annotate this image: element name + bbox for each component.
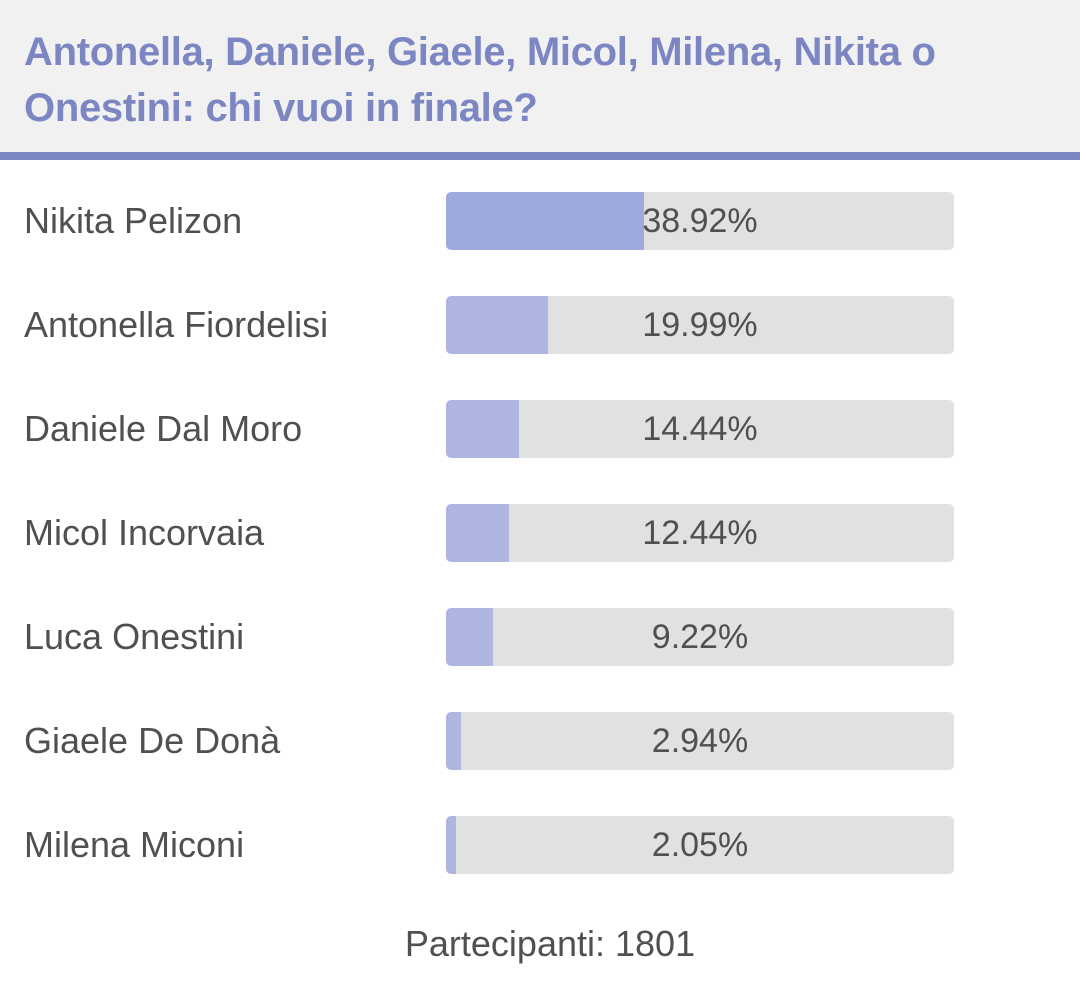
- result-bar: 2.05%: [446, 816, 954, 874]
- result-bar: 9.22%: [446, 608, 954, 666]
- poll-option-milena[interactable]: Milena Miconi 2.05%: [0, 816, 1080, 874]
- result-percentage: 2.05%: [651, 826, 749, 864]
- result-bar: 19.99%: [446, 296, 954, 354]
- option-label: Antonella Fiordelisi: [24, 304, 329, 345]
- result-percentage: 19.99%: [642, 306, 758, 344]
- poll-option-antonella[interactable]: Antonella Fiordelisi 19.99%: [0, 296, 1080, 354]
- participants-count: Partecipanti: 1801: [404, 923, 696, 964]
- option-label: Micol Incorvaia: [24, 512, 265, 553]
- result-bar-fill: [446, 192, 644, 250]
- result-percentage: 38.92%: [642, 202, 758, 240]
- result-percentage: 12.44%: [642, 514, 758, 552]
- result-bar-fill: [446, 608, 493, 666]
- poll-option-nikita[interactable]: Nikita Pelizon 38.92%: [0, 192, 1080, 250]
- poll-option-daniele[interactable]: Daniele Dal Moro 14.44%: [0, 400, 1080, 458]
- result-percentage: 9.22%: [651, 618, 749, 656]
- result-bar-fill: [446, 504, 510, 562]
- result-bar-fill: [446, 712, 461, 770]
- result-bar: 38.92%: [446, 192, 954, 250]
- poll-option-giaele[interactable]: Giaele De Donà 2.94%: [0, 712, 1080, 770]
- poll-option-micol[interactable]: Micol Incorvaia 12.44%: [0, 504, 1080, 562]
- result-bar: 14.44%: [446, 400, 954, 458]
- result-bar: 12.44%: [446, 504, 954, 562]
- option-label: Daniele Dal Moro: [24, 408, 303, 449]
- option-label: Giaele De Donà: [24, 720, 281, 761]
- option-label: Milena Miconi: [24, 824, 245, 865]
- result-bar-fill: [446, 296, 548, 354]
- option-label: Nikita Pelizon: [24, 200, 243, 241]
- poll-header: Antonella, Daniele, Giaele, Micol, Milen…: [0, 0, 1080, 160]
- result-percentage: 2.94%: [651, 722, 749, 760]
- poll-title: Antonella, Daniele, Giaele, Micol, Milen…: [24, 30, 936, 130]
- result-bar-fill: [446, 816, 457, 874]
- result-bar: 2.94%: [446, 712, 954, 770]
- option-label: Luca Onestini: [24, 616, 245, 657]
- result-percentage: 14.44%: [642, 410, 758, 448]
- result-bar-fill: [446, 400, 520, 458]
- poll-option-luca[interactable]: Luca Onestini 9.22%: [0, 608, 1080, 666]
